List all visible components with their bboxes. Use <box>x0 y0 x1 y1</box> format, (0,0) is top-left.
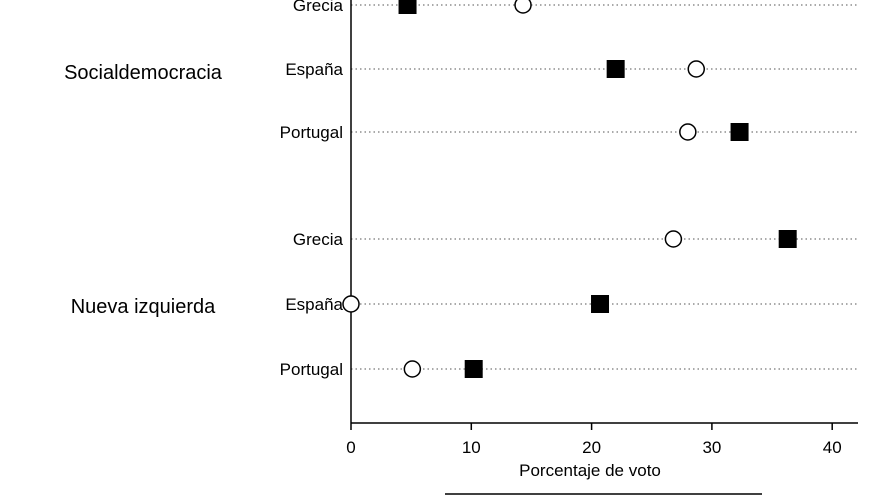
hollow-circle-marker <box>514 0 532 14</box>
x-axis: 0 10 20 30 40 <box>346 0 858 457</box>
hollow-circle-marker <box>679 123 697 141</box>
x-tick-label: 40 <box>823 438 842 457</box>
x-tick-label: 0 <box>346 438 355 457</box>
row-label: España <box>285 295 343 314</box>
hollow-circle-marker <box>342 295 360 313</box>
row-label: Grecia <box>293 230 344 249</box>
gridlines <box>351 4 858 370</box>
x-tick-label: 10 <box>462 438 481 457</box>
filled-square-marker <box>591 295 610 313</box>
row-label: España <box>285 60 343 79</box>
x-tick-label: 20 <box>582 438 601 457</box>
filled-square-marker <box>398 0 417 14</box>
data-marks <box>342 0 797 378</box>
group-label: Socialdemocracia <box>64 62 223 84</box>
x-tick-label: 30 <box>702 438 721 457</box>
x-axis-title: Porcentaje de voto <box>519 461 661 480</box>
hollow-circle-marker <box>403 360 422 378</box>
row-label: Grecia <box>293 0 344 15</box>
filled-square-marker <box>606 60 625 78</box>
filled-square-marker <box>730 123 749 141</box>
filled-square-marker <box>778 230 797 248</box>
row-label: Portugal <box>280 360 343 379</box>
filled-square-marker <box>464 360 483 378</box>
hollow-circle-marker <box>687 60 706 78</box>
row-label: Portugal <box>280 123 343 142</box>
row-labels: Socialdemocracia Grecia España Portugal Nuev… <box>64 0 343 379</box>
hollow-circle-marker <box>664 230 683 248</box>
group-label: Nueva izquierda <box>71 296 216 318</box>
